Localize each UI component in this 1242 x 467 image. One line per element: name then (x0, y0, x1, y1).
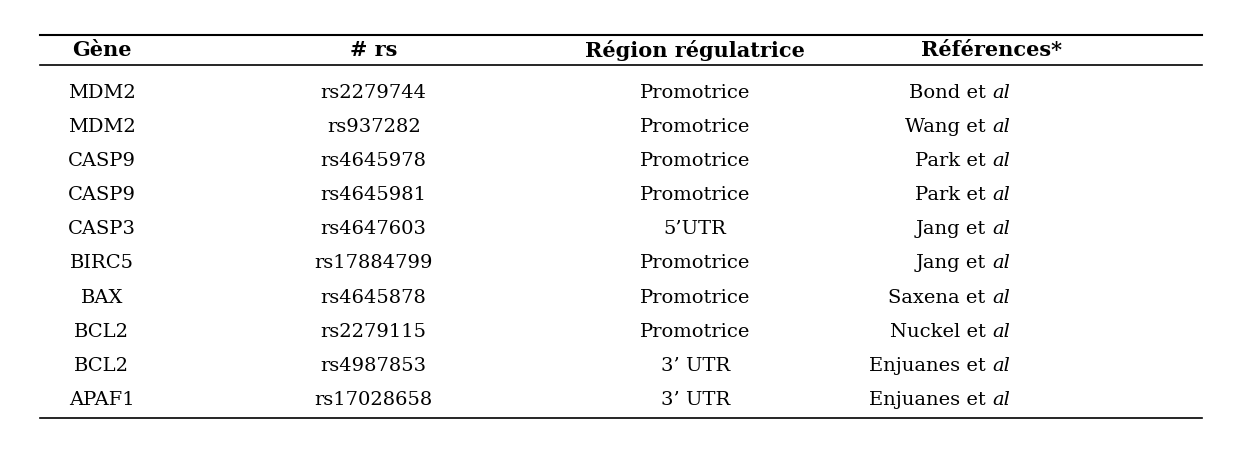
Text: CASP9: CASP9 (68, 186, 135, 204)
Text: al: al (992, 255, 1010, 272)
Text: al: al (992, 391, 1010, 409)
Text: MDM2: MDM2 (68, 84, 135, 102)
Text: Wang et: Wang et (905, 118, 992, 136)
Text: 3’ UTR: 3’ UTR (661, 357, 730, 375)
Text: Promotrice: Promotrice (640, 84, 750, 102)
Text: Promotrice: Promotrice (640, 118, 750, 136)
Text: rs937282: rs937282 (327, 118, 421, 136)
Text: Région régulatrice: Région régulatrice (585, 40, 805, 61)
Text: Promotrice: Promotrice (640, 289, 750, 307)
Text: MDM2: MDM2 (68, 118, 135, 136)
Text: 5’UTR: 5’UTR (663, 220, 727, 238)
Text: Enjuanes et: Enjuanes et (869, 391, 992, 409)
Text: rs17028658: rs17028658 (314, 391, 432, 409)
Text: Jang et: Jang et (915, 220, 992, 238)
Text: Park et: Park et (915, 152, 992, 170)
Text: Jang et: Jang et (915, 255, 992, 272)
Text: Bond et: Bond et (909, 84, 992, 102)
Text: rs4645981: rs4645981 (320, 186, 427, 204)
Text: 3’ UTR: 3’ UTR (661, 391, 730, 409)
Text: Park et: Park et (915, 186, 992, 204)
Text: rs17884799: rs17884799 (314, 255, 433, 272)
Text: BAX: BAX (81, 289, 123, 307)
Text: rs2279744: rs2279744 (320, 84, 427, 102)
Text: CASP3: CASP3 (68, 220, 135, 238)
Text: rs2279115: rs2279115 (320, 323, 427, 341)
Text: BIRC5: BIRC5 (70, 255, 134, 272)
Text: BCL2: BCL2 (75, 357, 129, 375)
Text: CASP9: CASP9 (68, 152, 135, 170)
Text: Promotrice: Promotrice (640, 152, 750, 170)
Text: al: al (992, 84, 1010, 102)
Text: Nuckel et: Nuckel et (889, 323, 992, 341)
Text: # rs: # rs (350, 40, 397, 60)
Text: al: al (992, 152, 1010, 170)
Text: BCL2: BCL2 (75, 323, 129, 341)
Text: APAF1: APAF1 (68, 391, 134, 409)
Text: al: al (992, 118, 1010, 136)
Text: al: al (992, 323, 1010, 341)
Text: rs4645878: rs4645878 (320, 289, 427, 307)
Text: Promotrice: Promotrice (640, 323, 750, 341)
Text: Gène: Gène (72, 40, 132, 60)
Text: Saxena et: Saxena et (888, 289, 992, 307)
Text: Promotrice: Promotrice (640, 255, 750, 272)
Text: rs4645978: rs4645978 (320, 152, 427, 170)
Text: Enjuanes et: Enjuanes et (869, 357, 992, 375)
Text: rs4647603: rs4647603 (320, 220, 427, 238)
Text: al: al (992, 186, 1010, 204)
Text: al: al (992, 289, 1010, 307)
Text: Références*: Références* (922, 40, 1062, 60)
Text: al: al (992, 357, 1010, 375)
Text: Promotrice: Promotrice (640, 186, 750, 204)
Text: rs4987853: rs4987853 (320, 357, 427, 375)
Text: al: al (992, 220, 1010, 238)
